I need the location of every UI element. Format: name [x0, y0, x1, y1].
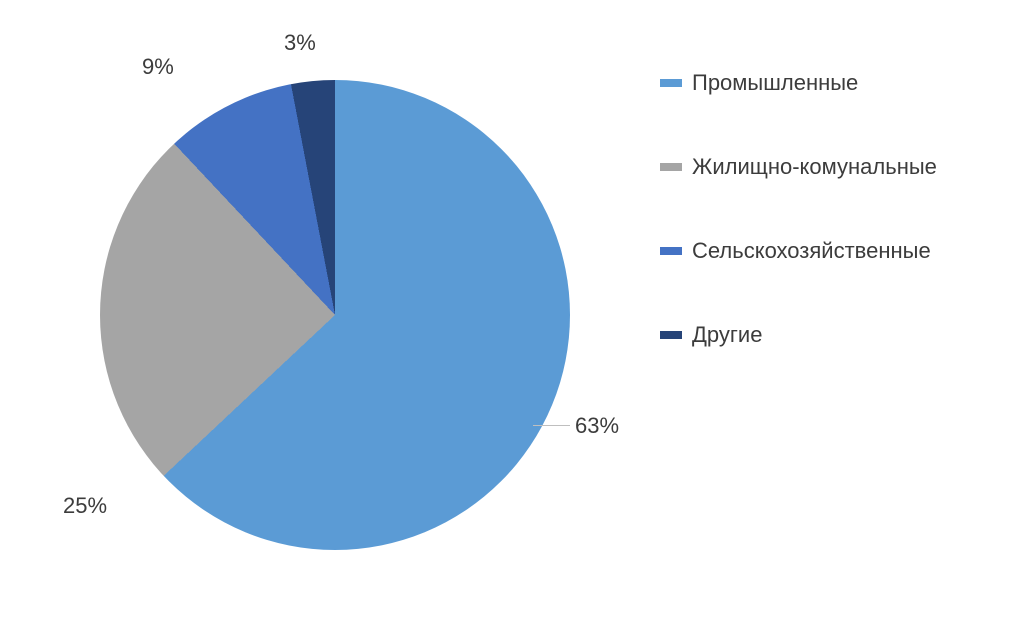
slice-label-3: 9% [142, 54, 174, 80]
legend-marker-2 [660, 163, 682, 171]
legend-item-3: Сельскохозяйственные [660, 238, 1000, 264]
legend-item-1: Промышленные [660, 70, 1000, 96]
pie-chart: 63% 25% 9% 3% Промышленные Жилищно-комун… [0, 0, 1024, 625]
legend: Промышленные Жилищно-комунальные Сельско… [660, 70, 1000, 406]
leader-line-slice-1 [533, 425, 570, 426]
pie-plot-area: 63% 25% 9% 3% [0, 0, 640, 625]
legend-item-2: Жилищно-комунальные [660, 154, 1000, 180]
legend-label-2: Жилищно-комунальные [692, 154, 937, 180]
legend-label-3: Сельскохозяйственные [692, 238, 931, 264]
legend-label-1: Промышленные [692, 70, 858, 96]
legend-marker-3 [660, 247, 682, 255]
legend-label-4: Другие [692, 322, 762, 348]
slice-label-2: 25% [63, 493, 107, 519]
slice-label-1: 63% [575, 413, 619, 439]
pie-graphic [100, 80, 570, 550]
slice-label-4: 3% [284, 30, 316, 56]
legend-marker-4 [660, 331, 682, 339]
legend-marker-1 [660, 79, 682, 87]
legend-item-4: Другие [660, 322, 1000, 348]
